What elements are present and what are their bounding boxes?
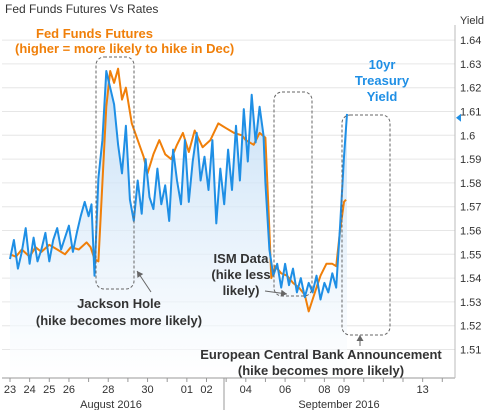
current-value-marker — [456, 113, 461, 122]
ism-box — [273, 91, 313, 297]
window-title: Fed Funds Futures Vs Rates — [5, 2, 158, 16]
x-tick-label: 02 — [200, 384, 212, 396]
treasury-area — [10, 71, 347, 378]
y-tick-label: 1.55 — [460, 249, 481, 261]
area-layer — [10, 71, 347, 378]
treasury-series-label-3: Yield — [367, 89, 398, 104]
x-tick-label: 30 — [141, 384, 153, 396]
y-tick-label: 1.58 — [460, 178, 481, 190]
ism-label: ISM Data — [214, 251, 270, 266]
ism-sublabel-1: (hike less — [211, 267, 270, 282]
month-label-august: August 2016 — [80, 399, 142, 410]
y-tick-label: 1.52 — [460, 321, 481, 333]
axis-layer: 1.511.521.531.541.551.561.571.581.591.61… — [2, 25, 481, 410]
ism-sublabel-2: likely) — [223, 283, 260, 298]
x-tick-label: 01 — [181, 384, 193, 396]
x-tick-label: 08 — [318, 384, 330, 396]
y-tick-label: 1.53 — [460, 297, 481, 309]
y-tick-label: 1.62 — [460, 83, 481, 95]
ecb-arrow-head — [356, 335, 364, 341]
jackson-hole-arrow-head — [137, 271, 144, 278]
ism-arrow-head — [280, 289, 287, 297]
jackson-hole-box — [95, 56, 135, 290]
y-tick-label: 1.63 — [460, 59, 481, 71]
x-tick-label: 28 — [102, 384, 114, 396]
y-tick-label: 1.59 — [460, 154, 481, 166]
y-tick-label: 1.61 — [460, 107, 481, 119]
y-tick-label: 1.64 — [460, 35, 481, 47]
y-tick-label: 1.57 — [460, 202, 481, 214]
ecb-box — [341, 114, 391, 336]
y-tick-label: 1.54 — [460, 273, 481, 285]
x-tick-label: 25 — [43, 384, 55, 396]
x-tick-label: 26 — [63, 384, 75, 396]
futures-series-label: Fed Funds Futures — [36, 26, 153, 41]
x-tick-label: 13 — [417, 384, 429, 396]
arrow-layer — [136, 270, 364, 346]
y-tick-label: 1.51 — [460, 345, 481, 357]
ecb-label: European Central Bank Announcement — [200, 347, 442, 362]
ecb-sublabel: (hike becomes more likely) — [238, 363, 404, 378]
x-tick-label: 24 — [24, 384, 36, 396]
x-tick-label: 06 — [279, 384, 291, 396]
month-label-september: September 2016 — [298, 399, 379, 410]
futures-series-sublabel: (higher = more likely to hike in Dec) — [15, 41, 234, 56]
treasury-line — [9, 70, 348, 301]
y-tick-label: 1.56 — [460, 226, 481, 238]
y-tick-label: 1.6 — [460, 130, 475, 142]
box-layer — [95, 56, 391, 336]
y-axis-title: Yield — [460, 15, 484, 27]
x-tick-label: 04 — [240, 384, 252, 396]
line-layer — [9, 67, 348, 313]
treasury-series-label-1: 10yr — [369, 57, 396, 72]
treasury-series-label-2: Treasury — [355, 73, 410, 88]
x-tick-label: 09 — [338, 384, 350, 396]
jackson-hole-label: Jackson Hole — [77, 296, 161, 311]
x-tick-label: 23 — [4, 384, 16, 396]
jackson-hole-sublabel: (hike becomes more likely) — [36, 313, 202, 328]
